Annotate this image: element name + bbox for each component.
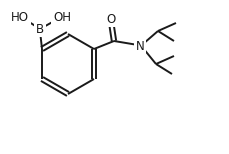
Text: O: O <box>106 12 115 26</box>
Text: N: N <box>135 39 144 53</box>
Text: HO: HO <box>11 10 29 24</box>
Text: B: B <box>36 22 44 36</box>
Text: OH: OH <box>53 10 71 24</box>
